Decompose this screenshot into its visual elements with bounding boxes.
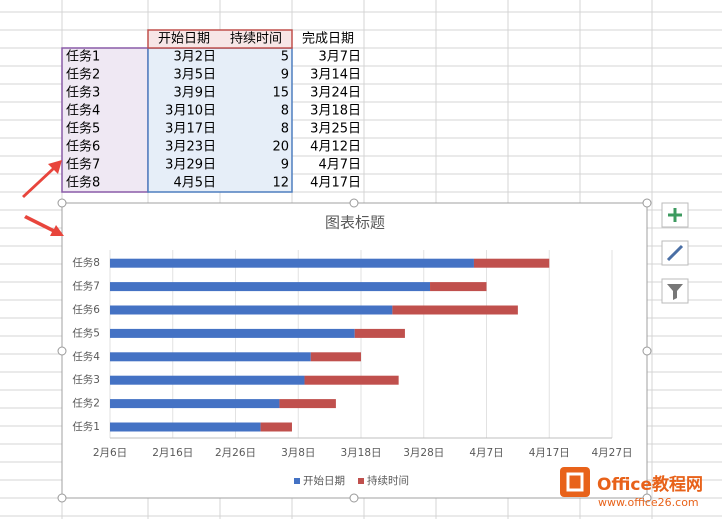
bar [110, 328, 355, 338]
header-cell: 完成日期 [302, 32, 354, 47]
cell: 8 [281, 122, 289, 137]
cell: 4月12日 [310, 140, 361, 155]
bar [473, 258, 550, 268]
brush-icon [666, 244, 684, 262]
cell: 8 [281, 104, 289, 119]
x-tick-label: 2月26日 [215, 447, 256, 459]
legend-swatch [358, 478, 364, 484]
cell: 5 [281, 50, 289, 65]
arrows [22, 160, 64, 236]
bar [110, 375, 305, 385]
legend-label: 持续时间 [367, 474, 409, 487]
bar [260, 422, 292, 432]
y-tick-label: 任务6 [72, 303, 100, 316]
cell: 3月23日 [165, 140, 216, 155]
y-tick-label: 任务8 [72, 256, 100, 269]
cell: 任务6 [66, 139, 100, 155]
cell: 3月18日 [310, 104, 361, 119]
cell: 3月2日 [173, 50, 216, 65]
y-tick-label: 任务5 [72, 326, 100, 339]
cell: 3月7日 [318, 50, 361, 65]
cell: 3月5日 [173, 68, 216, 83]
bar [110, 352, 311, 362]
selection-names [61, 47, 149, 193]
bar [430, 282, 487, 292]
cell: 4月5日 [173, 176, 216, 191]
x-tick-label: 3月28日 [403, 447, 444, 459]
x-tick-label: 2月16日 [152, 447, 193, 459]
cell: 4月7日 [318, 158, 361, 173]
bar [310, 352, 361, 362]
cell: 3月14日 [310, 68, 361, 83]
bar [110, 282, 431, 292]
header-cell: 开始日期 [158, 32, 210, 47]
cell: 任务4 [66, 103, 100, 119]
cell: 任务3 [66, 85, 100, 101]
cell: 9 [281, 68, 289, 83]
x-tick-label: 3月8日 [281, 447, 315, 459]
cell: 任务8 [66, 175, 100, 191]
x-tick-label: 4月7日 [469, 447, 503, 459]
bar [110, 305, 393, 315]
cell: 9 [281, 158, 289, 173]
cell: 4月17日 [310, 176, 361, 191]
cell: 任务7 [66, 157, 100, 173]
cell: 3月24日 [310, 86, 361, 101]
bar [110, 399, 280, 409]
x-tick-label: 4月27日 [591, 447, 632, 459]
cell: 任务2 [66, 67, 100, 83]
x-tick-label: 4月17日 [529, 447, 570, 459]
y-tick-label: 任务1 [72, 420, 100, 433]
filter-icon [667, 284, 683, 300]
cell: 任务1 [66, 49, 100, 65]
cell: 3月17日 [165, 122, 216, 137]
watermark-url: www.office26.com [598, 496, 699, 509]
bar [354, 328, 405, 338]
selection-header [147, 29, 293, 49]
plus-icon [668, 208, 682, 222]
chart-title: 图表标题 [325, 214, 385, 232]
x-tick-label: 2月6日 [93, 447, 127, 459]
legend-swatch [294, 478, 300, 484]
cell: 20 [272, 140, 289, 155]
x-tick-label: 3月18日 [340, 447, 381, 459]
bar [110, 258, 474, 268]
cell: 3月9日 [173, 86, 216, 101]
bar [279, 399, 336, 409]
bar [304, 375, 399, 385]
bar [392, 305, 518, 315]
bar [110, 422, 261, 432]
cell: 3月25日 [310, 122, 361, 137]
selection-values [147, 47, 293, 193]
watermark-title: Office教程网 [597, 474, 703, 495]
y-tick-label: 任务2 [72, 397, 100, 410]
watermark: Office教程网 www.office26.com [560, 467, 703, 509]
chart-buttons[interactable] [661, 202, 689, 304]
y-tick-label: 任务7 [72, 280, 100, 293]
y-tick-label: 任务3 [72, 373, 100, 386]
legend-label: 开始日期 [303, 474, 345, 487]
cell: 12 [272, 176, 289, 191]
y-tick-label: 任务4 [72, 350, 100, 363]
header-cell: 持续时间 [230, 32, 282, 47]
cell: 任务5 [66, 121, 100, 137]
cell: 3月29日 [165, 158, 216, 173]
cell: 15 [272, 86, 289, 101]
cell: 3月10日 [165, 104, 216, 119]
